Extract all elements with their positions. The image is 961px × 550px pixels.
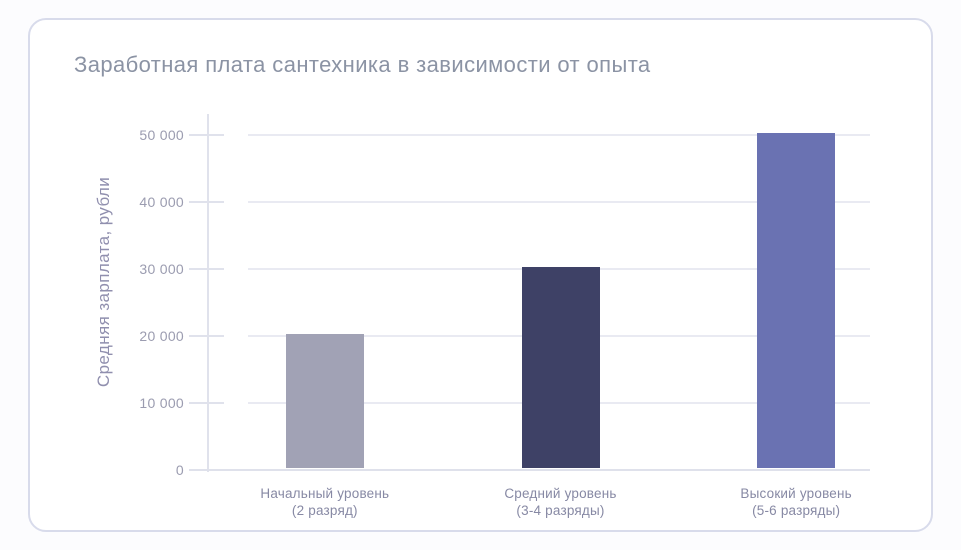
gridline <box>248 134 870 136</box>
x-tick-label: Средний уровень (3-4 разряды) <box>504 486 617 518</box>
chart-title: Заработная плата сантехника в зависимост… <box>74 52 651 77</box>
bar <box>285 334 364 468</box>
y-tick-label: 0 <box>175 462 184 478</box>
y-tick-label: 40 000 <box>139 194 184 210</box>
y-tick-label: 10 000 <box>139 395 184 411</box>
y-tick-label: 30 000 <box>139 261 184 277</box>
x-axis-baseline <box>189 469 870 471</box>
bar <box>757 133 836 468</box>
plot-area: 0 10 000 20 000 30 000 40 000 50 000 Начальный… <box>139 114 914 518</box>
y-tick-mark <box>189 335 224 337</box>
x-tick-label: Начальный уровень (2 разряд) <box>260 486 390 518</box>
y-tick-mark <box>189 402 224 404</box>
y-tick-label: 50 000 <box>139 127 184 143</box>
y-axis-line <box>207 114 209 472</box>
y-tick-mark <box>189 268 224 270</box>
y-tick-label: 20 000 <box>139 328 184 344</box>
bar <box>521 267 600 468</box>
x-tick-label: Высокий уровень (5-6 разряды) <box>740 486 852 518</box>
chart-card: Заработная плата сантехника в зависимост… <box>28 18 933 532</box>
y-tick-mark <box>189 201 224 203</box>
gridline <box>248 201 870 203</box>
y-tick-mark <box>189 134 224 136</box>
